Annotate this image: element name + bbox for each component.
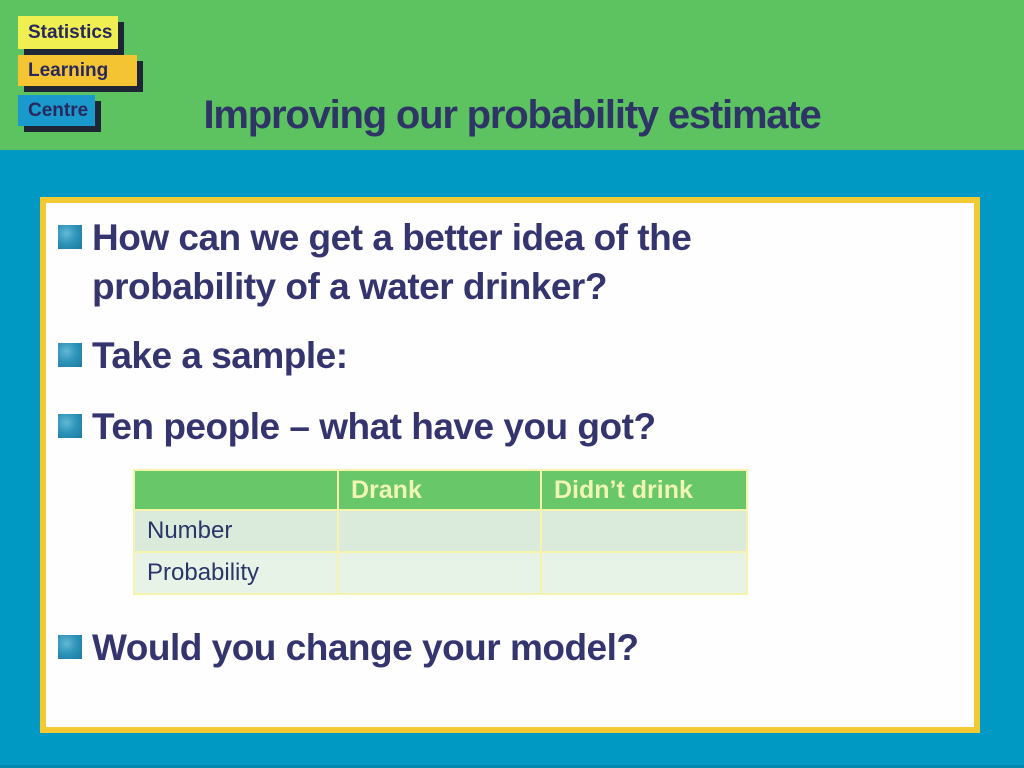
table-header-empty (133, 469, 339, 511)
content-box: How can we get a better idea of the prob… (40, 197, 980, 733)
bullet-text-better-idea: How can we get a better idea of the prob… (92, 217, 692, 307)
cell-probability-didnt-drink (540, 551, 748, 595)
table-row-number: Number (133, 509, 748, 553)
statistics-learning-centre-logo: Statistics Learning Centre (18, 16, 178, 136)
slide-title: Improving our probability estimate (203, 92, 821, 137)
bullet-text-change-model: Would you change your model? (92, 627, 639, 668)
cell-number-drank (337, 509, 542, 553)
cell-probability-drank (337, 551, 542, 595)
logo-badge-learning: Learning (18, 55, 137, 86)
bullet-item-change-model: Would you change your model? (58, 623, 974, 672)
bullet-square-icon (58, 635, 82, 659)
sample-results-table: Drank Didn’t drink Number Probability (133, 469, 748, 595)
slide-header-band: Statistics Learning Centre Improving our… (0, 0, 1024, 150)
bottom-edge-shadow (0, 765, 1024, 768)
bullet-text-take-sample: Take a sample: (92, 335, 348, 376)
logo-badge-statistics: Statistics (18, 16, 118, 49)
bullet-item-better-idea: How can we get a better idea of the prob… (58, 213, 974, 311)
bullet-item-take-sample: Take a sample: (58, 331, 974, 380)
bullet-item-ten-people: Ten people – what have you got? (58, 402, 974, 451)
row-label-probability: Probability (133, 551, 339, 595)
table-header-row: Drank Didn’t drink (133, 469, 748, 511)
bullet-text-ten-people: Ten people – what have you got? (92, 406, 656, 447)
row-label-number: Number (133, 509, 339, 553)
table-header-drank: Drank (337, 469, 542, 511)
cell-number-didnt-drink (540, 509, 748, 553)
table-row-probability: Probability (133, 551, 748, 595)
bullet-square-icon (58, 225, 82, 249)
bullet-square-icon (58, 414, 82, 438)
bullet-square-icon (58, 343, 82, 367)
logo-badge-centre: Centre (18, 95, 95, 126)
table-header-didnt-drink: Didn’t drink (540, 469, 748, 511)
